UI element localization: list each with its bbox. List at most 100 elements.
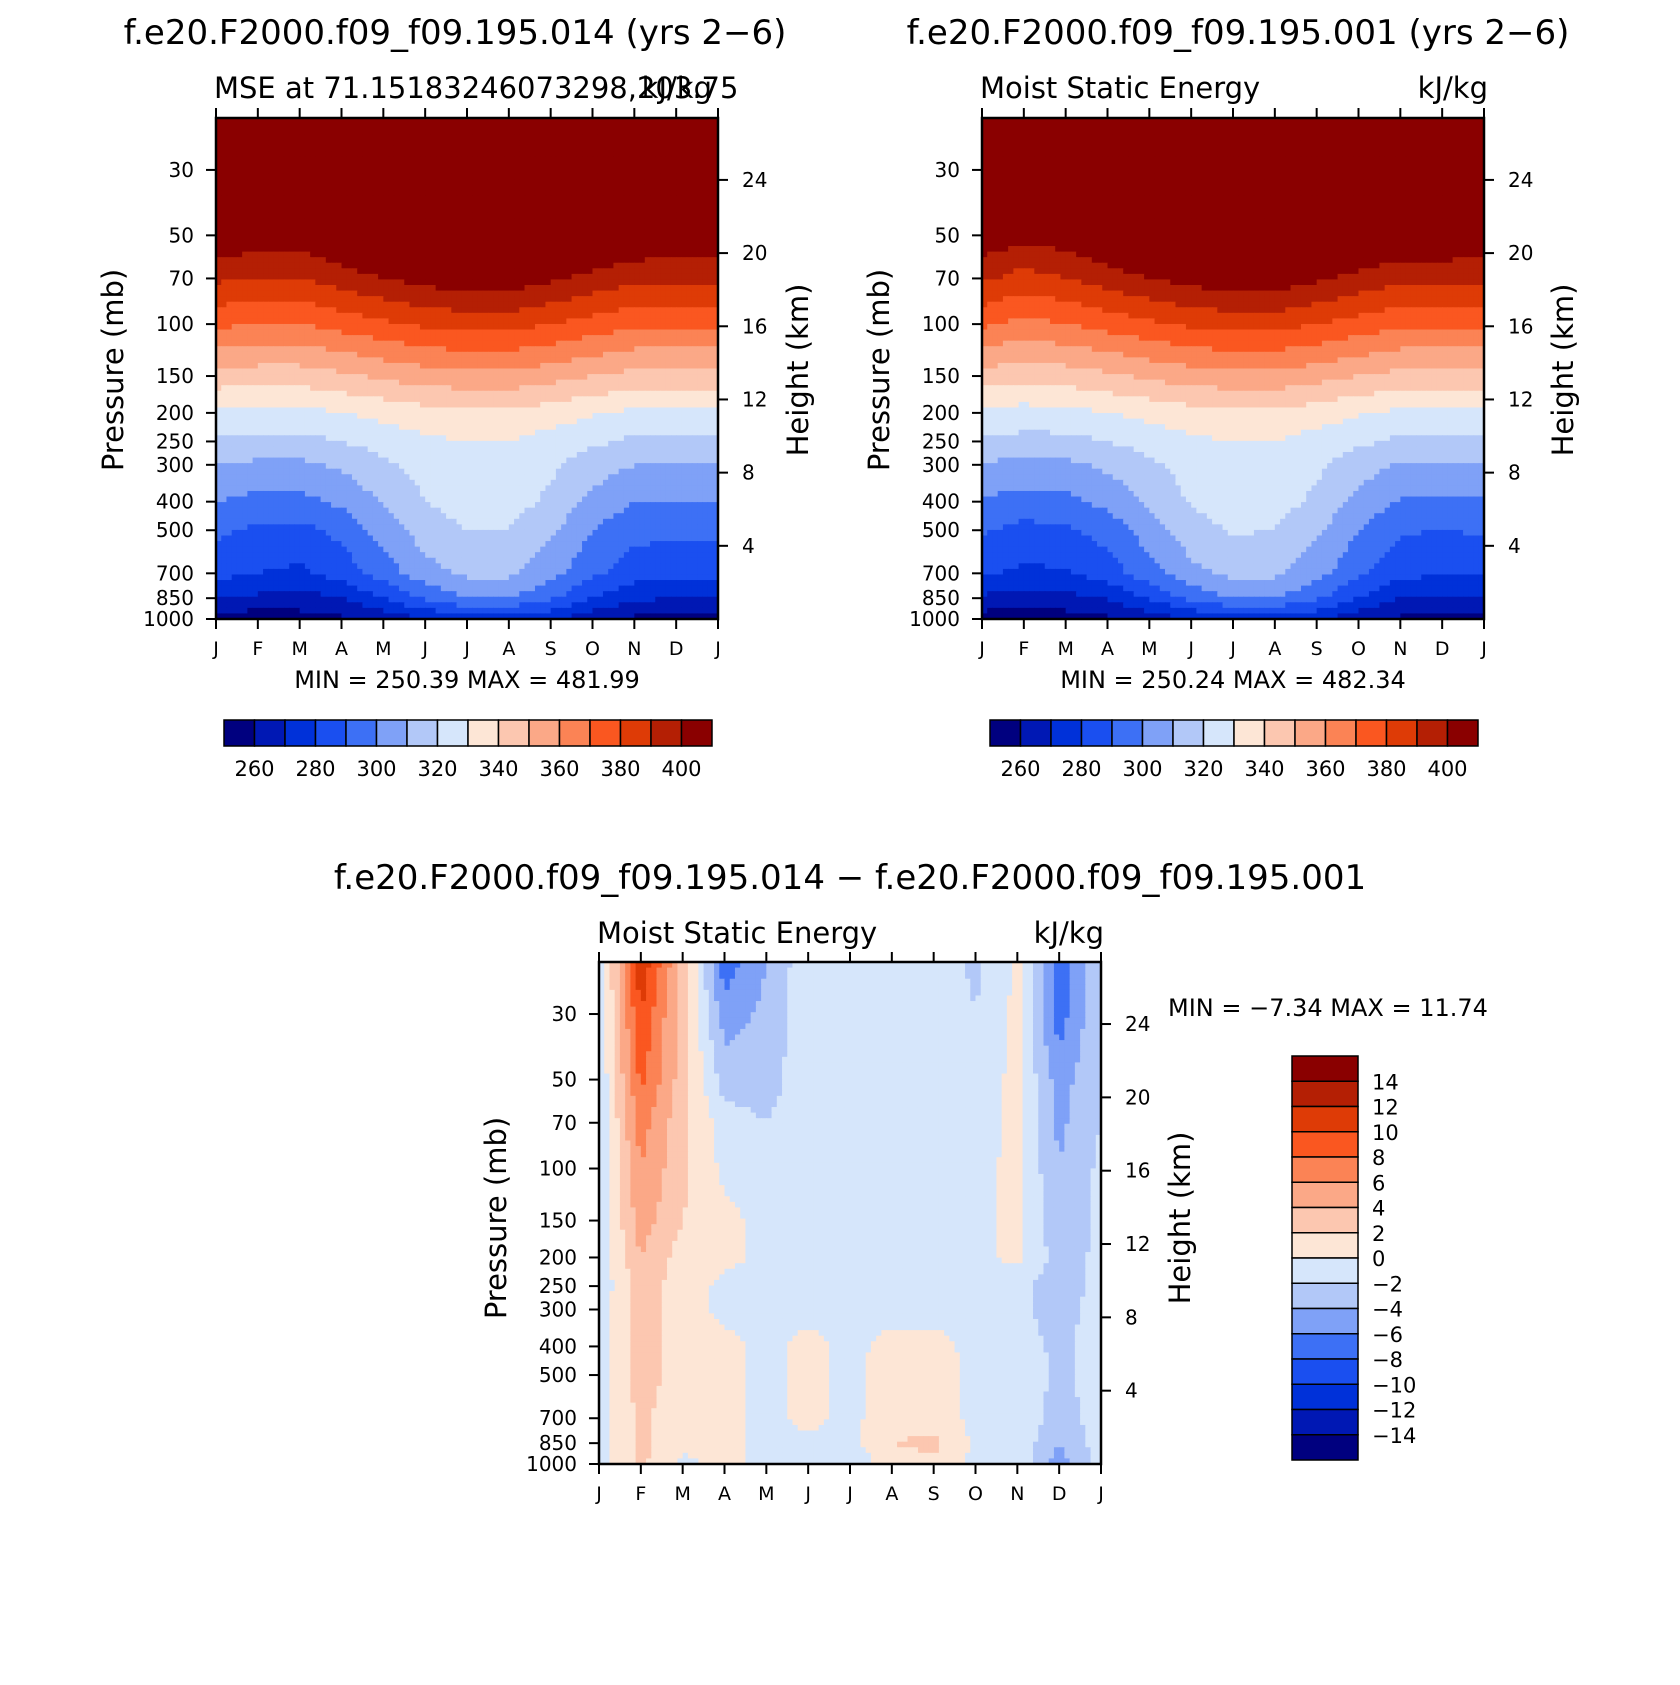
y2-tick-label: 20 <box>1508 241 1533 265</box>
colorbar-label: 10 <box>1372 1121 1399 1145</box>
colorbar-swatch <box>1234 720 1265 746</box>
y-tick-label: 70 <box>169 266 194 290</box>
y-tick-label: 50 <box>552 1068 577 1092</box>
p3-y2label: Height (km) <box>1163 1132 1197 1305</box>
colorbar-swatch <box>1292 1410 1358 1435</box>
colorbar-label: 400 <box>1427 757 1467 781</box>
p3-top-title: f.e20.F2000.f09_f09.195.014 − f.e20.F200… <box>334 858 1366 898</box>
colorbar-swatch <box>990 720 1021 746</box>
p1-right-title: kJ/kg <box>642 71 712 105</box>
x-tick-label: F <box>635 1483 646 1505</box>
x-tick-label: N <box>1393 638 1407 660</box>
colorbar-label: −2 <box>1372 1272 1403 1296</box>
y-tick-label: 1000 <box>526 1452 577 1476</box>
colorbar-label: 360 <box>539 757 579 781</box>
x-tick-label: O <box>1351 638 1366 660</box>
y-tick-label: 30 <box>169 158 194 182</box>
y-tick-label: 50 <box>169 223 194 247</box>
y-tick-label: 250 <box>539 1274 577 1298</box>
colorbar-swatch <box>224 720 255 746</box>
y2-tick-label: 20 <box>742 241 767 265</box>
colorbar-swatch <box>529 720 560 746</box>
colorbar-label: 6 <box>1372 1171 1385 1195</box>
colorbar-swatch <box>407 720 438 746</box>
colorbar-swatch <box>1295 720 1326 746</box>
x-tick-label: N <box>627 638 641 660</box>
colorbar-label: −10 <box>1372 1373 1416 1397</box>
x-tick-label: O <box>968 1483 983 1505</box>
colorbar-label: −12 <box>1372 1399 1416 1423</box>
colorbar-swatch <box>499 720 530 746</box>
x-tick-label: A <box>885 1483 898 1505</box>
x-tick-label: J <box>804 1483 811 1505</box>
x-tick-label: M <box>758 1483 774 1505</box>
y2-tick-label: 12 <box>1125 1232 1150 1256</box>
x-tick-label: S <box>928 1483 940 1505</box>
colorbar-swatch <box>377 720 408 746</box>
y2-tick-label: 4 <box>1508 534 1521 558</box>
colorbar-swatch <box>1292 1208 1358 1233</box>
y-tick-label: 100 <box>156 312 194 336</box>
colorbar-label: −4 <box>1372 1298 1403 1322</box>
y-tick-label: 70 <box>552 1111 577 1135</box>
p3-ylabel: Pressure (mb) <box>479 1117 513 1319</box>
colorbar-label: 2 <box>1372 1222 1385 1246</box>
colorbar-label: −6 <box>1372 1323 1403 1347</box>
y2-tick-label: 4 <box>1125 1379 1138 1403</box>
colorbar-label: 4 <box>1372 1197 1385 1221</box>
colorbar-swatch <box>1292 1435 1358 1460</box>
colorbar-swatch <box>1292 1334 1358 1359</box>
colorbar-label: 340 <box>1244 757 1284 781</box>
x-tick-label: A <box>1101 638 1114 660</box>
y-tick-label: 250 <box>922 429 960 453</box>
y-tick-label: 300 <box>156 453 194 477</box>
y-tick-label: 70 <box>935 266 960 290</box>
colorbar-label: 260 <box>234 757 274 781</box>
colorbar-label: 360 <box>1305 757 1345 781</box>
colorbar-swatch <box>621 720 652 746</box>
y2-tick-label: 24 <box>1508 168 1533 192</box>
colorbar-label: −8 <box>1372 1348 1403 1372</box>
colorbar-swatch <box>590 720 621 746</box>
colorbar-swatch <box>1448 720 1479 746</box>
colorbar-label: 380 <box>600 757 640 781</box>
x-tick-label: M <box>375 638 391 660</box>
p2-left-title: Moist Static Energy <box>980 71 1260 105</box>
x-tick-label: J <box>1187 638 1194 660</box>
colorbar-swatch <box>1292 1258 1358 1283</box>
colorbar-swatch <box>1292 1081 1358 1106</box>
x-tick-label: J <box>1480 638 1487 660</box>
colorbar-label: 8 <box>1372 1146 1385 1170</box>
y-tick-label: 700 <box>156 561 194 585</box>
y2-tick-label: 4 <box>742 534 755 558</box>
colorbar-swatch <box>1292 1157 1358 1182</box>
x-tick-label: A <box>1268 638 1281 660</box>
x-tick-label: D <box>669 638 684 660</box>
x-tick-label: M <box>1141 638 1157 660</box>
y2-tick-label: 8 <box>742 461 755 485</box>
y2-tick-label: 20 <box>1125 1085 1150 1109</box>
x-tick-label: F <box>1018 638 1029 660</box>
colorbar-swatch <box>255 720 286 746</box>
y-tick-label: 200 <box>539 1245 577 1269</box>
colorbar-swatch <box>560 720 591 746</box>
colorbar-label: 260 <box>1000 757 1040 781</box>
p2-ylabel: Pressure (mb) <box>862 269 896 471</box>
x-tick-label: S <box>545 638 557 660</box>
colorbar-swatch <box>1082 720 1113 746</box>
colorbar-label: 380 <box>1366 757 1406 781</box>
y-tick-label: 30 <box>935 158 960 182</box>
x-tick-label: J <box>1097 1483 1104 1505</box>
colorbar-swatch <box>1326 720 1357 746</box>
colorbar-swatch <box>651 720 682 746</box>
colorbar-swatch <box>1292 1107 1358 1132</box>
y2-tick-label: 12 <box>742 387 767 411</box>
p1-ylabel: Pressure (mb) <box>96 269 130 471</box>
colorbar-swatch <box>1204 720 1235 746</box>
colorbar-label: 280 <box>295 757 335 781</box>
y-tick-label: 200 <box>922 401 960 425</box>
y-tick-label: 150 <box>922 364 960 388</box>
